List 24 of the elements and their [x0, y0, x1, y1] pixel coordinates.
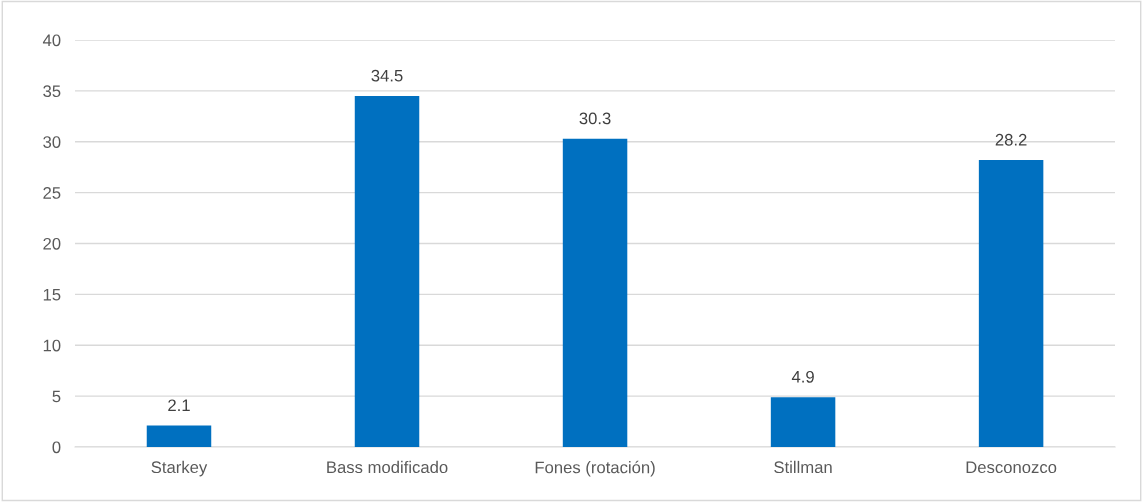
bar — [146, 425, 212, 447]
data-label: 34.5 — [371, 69, 403, 82]
bar — [978, 160, 1044, 447]
y-tick-label: 15 — [43, 288, 61, 301]
data-label: 2.1 — [168, 399, 190, 412]
x-tick-label: Stillman — [774, 460, 832, 474]
bar — [354, 95, 420, 447]
y-tick-label: 35 — [43, 85, 61, 98]
y-tick-label: 25 — [43, 187, 61, 199]
data-label: 30.3 — [579, 112, 611, 125]
bar — [770, 397, 836, 447]
data-label: 4.9 — [791, 370, 814, 383]
y-tick-label: 10 — [43, 339, 61, 352]
x-tick-label: Desconozco — [966, 461, 1057, 474]
y-tick-label: 5 — [52, 390, 61, 403]
x-tick-label: Fones (rotación) — [535, 460, 655, 477]
data-label: 28.2 — [995, 133, 1027, 146]
bar — [562, 138, 628, 447]
x-tick-label: Starkey — [151, 460, 208, 477]
y-tick-label: 40 — [42, 34, 61, 47]
y-tick-label: 0 — [52, 441, 61, 454]
y-tick-label: 30 — [43, 136, 61, 148]
y-tick-label: 20 — [43, 237, 61, 250]
x-tick-label: Bass modificado — [327, 460, 448, 474]
